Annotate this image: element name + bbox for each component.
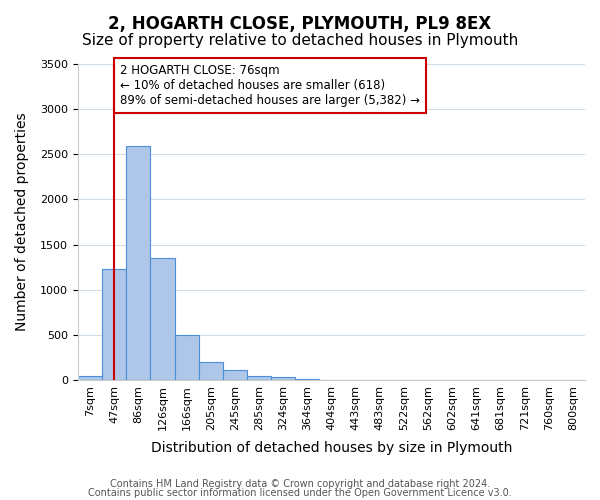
Bar: [78, 376, 102, 380]
Text: Contains public sector information licensed under the Open Government Licence v3: Contains public sector information licen…: [88, 488, 512, 498]
Bar: [223, 370, 247, 380]
Bar: [199, 362, 223, 380]
Text: Size of property relative to detached houses in Plymouth: Size of property relative to detached ho…: [82, 32, 518, 48]
Text: 2 HOGARTH CLOSE: 76sqm
← 10% of detached houses are smaller (618)
89% of semi-de: 2 HOGARTH CLOSE: 76sqm ← 10% of detached…: [120, 64, 420, 107]
Text: Contains HM Land Registry data © Crown copyright and database right 2024.: Contains HM Land Registry data © Crown c…: [110, 479, 490, 489]
Bar: [102, 269, 126, 380]
Bar: [126, 146, 151, 380]
Bar: [151, 258, 175, 380]
Bar: [247, 376, 271, 380]
Bar: [175, 335, 199, 380]
X-axis label: Distribution of detached houses by size in Plymouth: Distribution of detached houses by size …: [151, 441, 512, 455]
Y-axis label: Number of detached properties: Number of detached properties: [15, 112, 29, 332]
Bar: [271, 378, 295, 380]
Text: 2, HOGARTH CLOSE, PLYMOUTH, PL9 8EX: 2, HOGARTH CLOSE, PLYMOUTH, PL9 8EX: [109, 15, 491, 33]
Bar: [295, 378, 319, 380]
